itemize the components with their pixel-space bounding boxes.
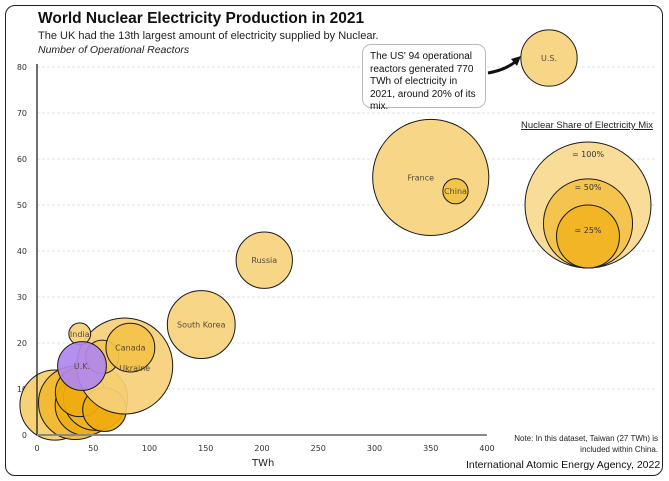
bubble-china (442, 178, 469, 205)
x-tick-label: 200 (254, 444, 269, 453)
y-tick-label: 50 (17, 201, 27, 210)
legend-circle (556, 204, 620, 269)
bubble-label: U.K. (74, 362, 90, 371)
y-tick-label: 10 (17, 385, 27, 394)
bubble-label: India (70, 330, 90, 339)
bubble-russia (235, 231, 293, 289)
x-tick-label: 400 (479, 444, 494, 453)
y-tick-label: 60 (17, 155, 27, 164)
y-tick-label: 0 (22, 431, 27, 440)
bubble-label: China (444, 187, 467, 196)
x-axis-label: TWh (252, 458, 275, 469)
annotation-arrow (487, 60, 516, 75)
chart-title: World Nuclear Electricity Production in … (38, 10, 365, 27)
y-axis-label: Number of Operational Reactors (38, 44, 190, 56)
bubble-canada (105, 322, 156, 373)
x-tick-label: 150 (198, 444, 213, 453)
y-tick-label: 30 (17, 293, 27, 302)
x-tick-label: 250 (311, 444, 326, 453)
bubble-label: Russia (251, 256, 277, 265)
x-tick-label: 0 (34, 444, 39, 453)
chart-subtitle: The UK had the 13th largest amount of el… (38, 30, 379, 42)
bubble-label: South Korea (177, 321, 226, 330)
x-tick-label: 100 (142, 444, 157, 453)
bubble-label: U.S. (541, 54, 557, 63)
legend-label: = 100% (572, 150, 605, 159)
figure-frame (5, 5, 663, 476)
bubble-label: Ukraine (119, 364, 150, 373)
us-annotation: The US' 94 operational reactors generate… (362, 44, 486, 112)
x-tick-label: 300 (367, 444, 382, 453)
bubble-u-k- (57, 341, 107, 391)
bubbles (19, 29, 578, 441)
legend-label: = 50% (574, 183, 601, 192)
y-tick-label: 80 (17, 63, 27, 72)
y-tick-label: 20 (17, 339, 27, 348)
bubble-label: Canada (115, 344, 146, 353)
bubble-u-s- (520, 29, 578, 87)
x-tick-label: 350 (423, 444, 438, 453)
legend-label: = 25% (574, 226, 601, 235)
source-credit: International Atomic Energy Agency, 2022 (466, 459, 661, 471)
bubble-france (372, 118, 490, 236)
bubble-label: France (407, 173, 434, 182)
y-tick-label: 70 (17, 109, 27, 118)
y-tick-label: 40 (17, 247, 27, 256)
legend-title: Nuclear Share of Electricity Mix (521, 120, 653, 131)
taiwan-note: Note: In this dataset, Taiwan (27 TWh) i… (514, 434, 658, 454)
bubble-south-korea (166, 290, 236, 360)
arrowhead-icon (511, 56, 521, 66)
x-tick-label: 50 (88, 444, 98, 453)
